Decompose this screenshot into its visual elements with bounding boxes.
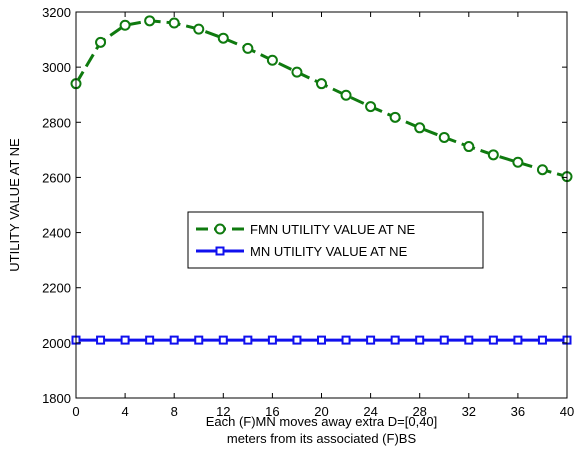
x-tick-label: 8	[171, 404, 178, 419]
series-1-point	[316, 78, 327, 90]
series-1-point	[193, 23, 205, 35]
series-1-point	[119, 19, 131, 31]
series-2-point	[390, 335, 400, 345]
series-2-point	[267, 335, 277, 345]
series-1-point	[95, 36, 107, 48]
series-2-point	[415, 335, 425, 345]
series-1-point	[266, 54, 278, 66]
y-axis-label: UTILITY VALUE AT NE	[7, 138, 22, 272]
x-tick-label: 28	[412, 404, 426, 419]
series-2-point	[96, 335, 106, 345]
x-tick-label: 40	[560, 404, 574, 419]
y-tick-label: 2800	[42, 115, 71, 130]
series-1-point	[536, 164, 548, 176]
x-tick-label: 36	[511, 404, 525, 419]
plot-area	[70, 15, 573, 345]
series-1-point	[463, 141, 475, 153]
series-1-point	[365, 101, 377, 113]
series-2-point	[317, 335, 326, 345]
x-tick-label: 12	[216, 404, 230, 419]
series-2-point	[120, 335, 130, 345]
series-2-point	[145, 335, 155, 345]
x-tick-label: 20	[314, 404, 328, 419]
axes: 0 4 8 12 16 20 24 28 32 36 40 1800 2000 2200 2400 2600 2…	[7, 5, 574, 446]
series-2-point	[292, 335, 302, 345]
series-2-point	[439, 335, 449, 345]
legend-swatch-marker	[215, 246, 225, 256]
y-tick-label: 3200	[42, 5, 71, 20]
series-1-point	[144, 15, 156, 27]
x-tick-label: 4	[121, 404, 128, 419]
x-tick-label: 0	[72, 404, 79, 419]
series-1-point	[217, 32, 229, 44]
series-2-point	[537, 335, 547, 345]
series-2-point	[513, 335, 523, 345]
series-1-point	[438, 131, 450, 143]
series-1-point	[414, 122, 426, 134]
series-2-point	[169, 335, 179, 345]
legend-swatch-marker	[214, 223, 226, 235]
y-tick-label: 2000	[42, 336, 71, 351]
x-axis-label: Each (F)MN moves away extra D=[0,40]	[206, 414, 438, 429]
series-1-point	[389, 111, 401, 123]
y-tick-label: 1800	[42, 391, 71, 406]
series-1-point	[340, 89, 352, 101]
series-2-point	[194, 335, 204, 345]
series-2-point	[488, 335, 498, 345]
series-1-point	[168, 17, 180, 29]
series-2-point	[366, 335, 376, 345]
x-axis-label: meters from its associated (F)BS	[227, 431, 417, 446]
series-2-point	[243, 335, 253, 345]
series-1-point	[512, 156, 524, 168]
y-tick-label: 2400	[42, 226, 71, 241]
series-2	[71, 335, 572, 345]
legend: FMN UTILITY VALUE AT NE MN UTILITY VALUE …	[187, 211, 484, 269]
x-tick-label: 24	[363, 404, 377, 419]
series-1	[70, 15, 573, 183]
series-2-point	[464, 335, 474, 345]
series-1-point	[291, 66, 303, 78]
series-2-point	[341, 335, 351, 345]
x-tick-label: 16	[265, 404, 279, 419]
y-tick-label: 3000	[42, 60, 71, 75]
legend-box	[187, 211, 484, 269]
series-2-point	[218, 335, 228, 345]
x-tick-label: 32	[462, 404, 476, 419]
legend-label: FMN UTILITY VALUE AT NE	[250, 222, 416, 237]
y-tick-label: 2600	[42, 170, 71, 185]
series-1-point	[242, 42, 254, 54]
y-tick-label: 2200	[42, 281, 71, 296]
legend-label: MN UTILITY VALUE AT NE	[250, 244, 408, 259]
series-1-point	[487, 149, 499, 161]
